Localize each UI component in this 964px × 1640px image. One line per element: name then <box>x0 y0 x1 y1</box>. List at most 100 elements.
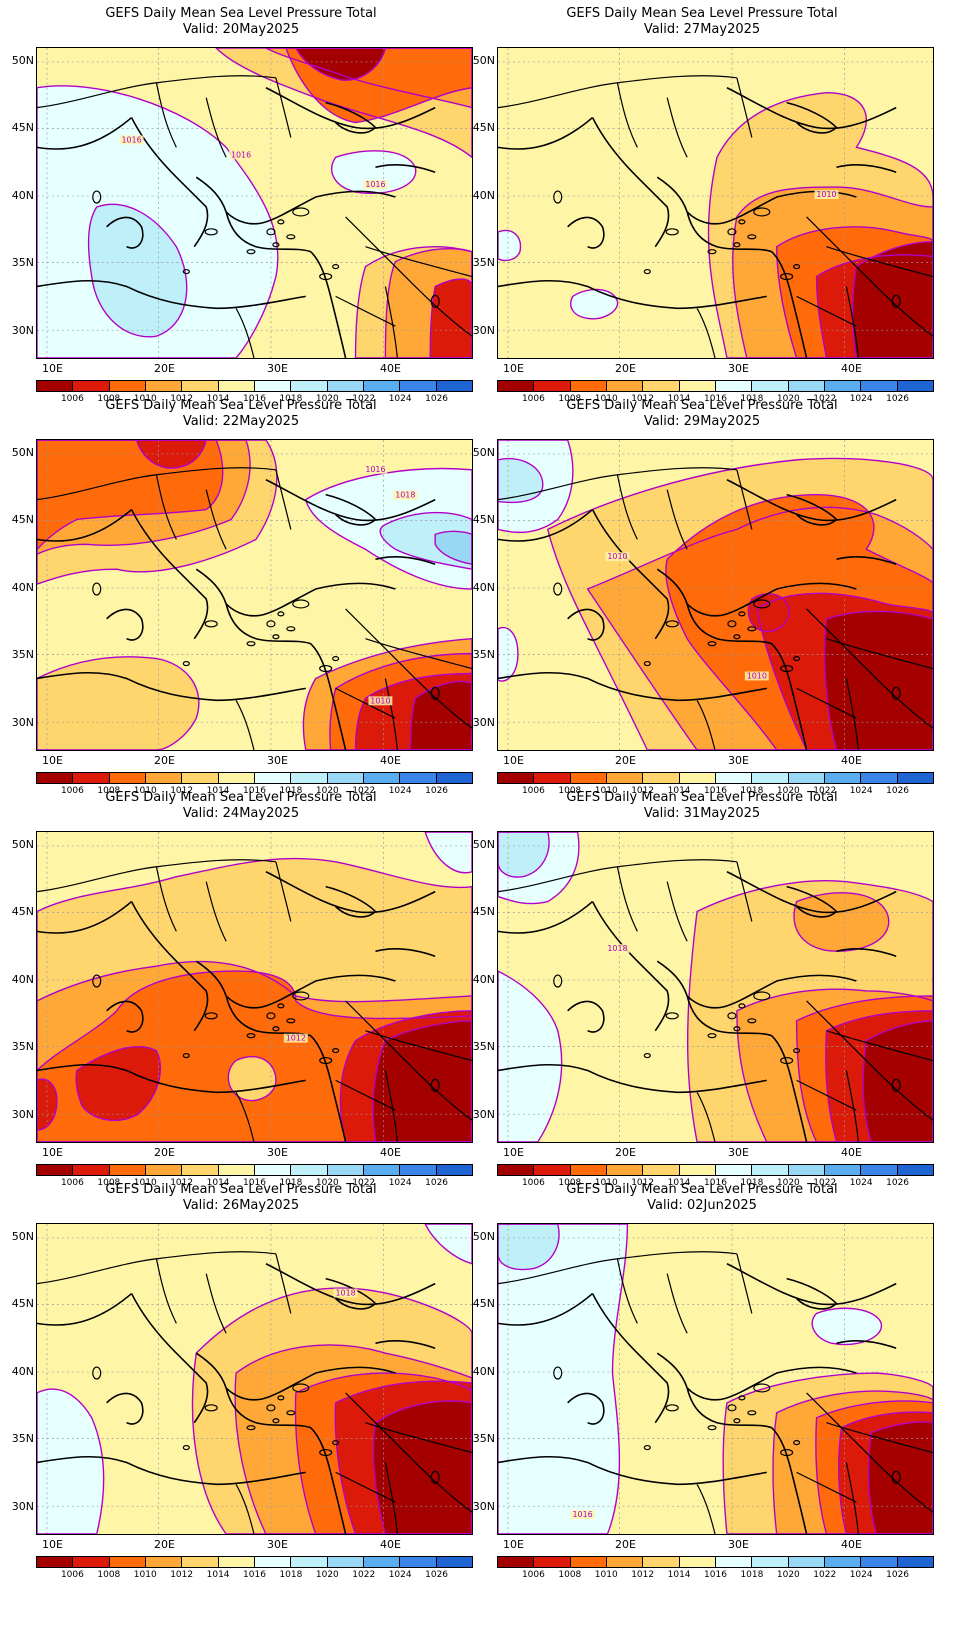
colorbar-label: 1016 <box>243 786 266 796</box>
isobar-line <box>776 226 933 358</box>
country-border <box>155 474 177 540</box>
colorbar-cell <box>606 1165 644 1175</box>
colorbar-cell <box>109 1165 146 1175</box>
island-outline <box>319 664 333 673</box>
country-border <box>205 881 227 942</box>
latitude-label: 30N <box>472 1500 495 1513</box>
colorbar-cell <box>73 1165 110 1175</box>
colorbar-cell <box>534 1165 571 1175</box>
country-border <box>616 474 638 540</box>
colorbar-cell <box>752 381 789 391</box>
island-outline <box>753 599 771 609</box>
island-outline <box>747 234 757 240</box>
colorbar-label: 1020 <box>776 394 800 404</box>
colorbar-label: 1026 <box>425 1178 449 1188</box>
island-outline <box>277 611 285 617</box>
isobar-line <box>265 48 472 109</box>
colorbar-labels: 1006 1008 1010 1012 1014 1016 1018 1020 1022 1024… <box>497 1570 934 1582</box>
island-outline <box>793 656 801 662</box>
latitude-label: 35N <box>11 1040 34 1053</box>
longitude-label: 40E <box>841 754 862 767</box>
isobar-line <box>354 246 472 358</box>
coastline <box>686 211 772 253</box>
colorbar-label: 1022 <box>813 394 837 404</box>
colorbar-label: 1022 <box>813 1178 837 1188</box>
panel-valid-date: Valid: 24May2025 <box>182 806 300 821</box>
coastline <box>771 251 808 358</box>
island-outline <box>246 1425 256 1431</box>
island-outline <box>246 1033 256 1039</box>
isobar-label: 1016 <box>365 180 385 189</box>
colorbar-label: 1010 <box>133 1178 157 1188</box>
longitude-label: 40E <box>841 362 862 375</box>
colorbar-cell <box>291 773 328 783</box>
colorbar-label: 1024 <box>388 1178 412 1188</box>
longitude-label: 10E <box>42 754 63 767</box>
pressure-region <box>88 204 187 337</box>
coastline <box>37 1455 306 1486</box>
country-border <box>498 1251 737 1285</box>
isobar-line <box>736 988 933 1142</box>
coastline <box>325 101 377 134</box>
isobar-label-bg <box>368 696 393 706</box>
colorbar-cell <box>498 381 535 391</box>
island-outline <box>891 686 901 700</box>
map-svg: 1012 <box>37 832 472 1142</box>
colorbar-cell <box>436 1557 472 1567</box>
colorbar-label: 1014 <box>206 394 230 404</box>
isobar-line <box>498 440 574 534</box>
colorbar-label: 1024 <box>849 786 873 796</box>
latitude-label: 30N <box>11 324 34 337</box>
coastline <box>591 1293 670 1424</box>
country-border <box>736 1253 753 1314</box>
country-border <box>205 1273 227 1334</box>
longitude-label: 10E <box>42 1146 63 1159</box>
country-border <box>696 308 716 358</box>
island-outline <box>707 1033 717 1039</box>
pressure-map: 1016 1016 1016 <box>36 47 473 359</box>
island-outline <box>204 620 218 628</box>
colorbar-cell <box>498 773 535 783</box>
colorbar-label: 1026 <box>886 394 910 404</box>
colorbar-label: 1006 <box>60 1178 84 1188</box>
country-border <box>345 1000 472 1121</box>
coastline <box>591 901 670 1032</box>
coastline <box>265 479 436 522</box>
isobar-line <box>498 458 544 504</box>
colorbar-cell <box>436 773 472 783</box>
panel-title: GEFS Daily Mean Sea Level Pressure Total <box>105 6 377 21</box>
island-outline <box>707 1425 717 1431</box>
isobar-line <box>793 892 890 952</box>
country-border <box>666 97 688 158</box>
isobar-line <box>772 1390 933 1534</box>
island-outline <box>553 582 563 596</box>
island-outline <box>707 249 717 255</box>
map-panel: GEFS Daily Mean Sea Level Pressure Total… <box>0 1176 482 1586</box>
coastline <box>310 1427 347 1534</box>
colorbar-cell <box>291 1165 328 1175</box>
isobar-line <box>862 1020 933 1142</box>
country-border <box>696 1484 716 1534</box>
pressure-region <box>498 971 562 1142</box>
island-outline <box>332 1048 340 1054</box>
coastline <box>726 87 897 130</box>
coastline <box>836 555 897 565</box>
isobar-label: 1016 <box>365 465 385 474</box>
island-outline <box>286 1018 296 1024</box>
country-border <box>235 1092 255 1142</box>
colorbar-cell <box>861 773 898 783</box>
colorbar-labels: 1006 1008 1010 1012 1014 1016 1018 1020 1022 1024… <box>497 786 934 798</box>
colorbar-cell <box>570 773 607 783</box>
country-border <box>616 866 638 932</box>
coastline <box>686 603 772 645</box>
longitude-label: 30E <box>267 754 288 767</box>
isobar-label-bg <box>119 135 144 145</box>
pressure-region <box>498 832 550 878</box>
country-border <box>796 1471 857 1503</box>
coastline <box>498 279 767 310</box>
colorbar-label: 1026 <box>886 1570 910 1580</box>
colorbar-cell <box>218 773 255 783</box>
map-panel: GEFS Daily Mean Sea Level Pressure Total… <box>0 0 482 410</box>
colorbar-label: 1006 <box>521 1570 545 1580</box>
longitude-label: 10E <box>503 754 524 767</box>
